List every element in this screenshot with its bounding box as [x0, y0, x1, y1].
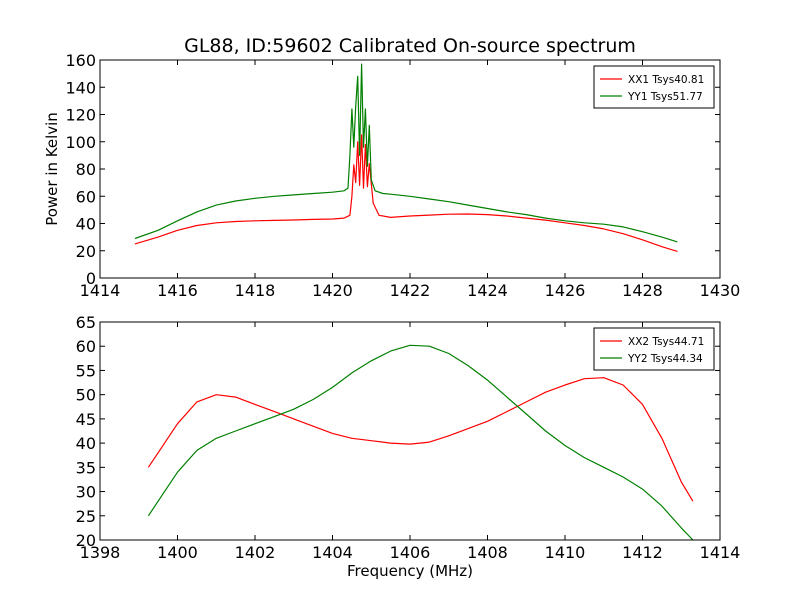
x-tick-label: 1426: [545, 281, 586, 300]
x-tick-label: 1430: [700, 281, 741, 300]
y-tick-label: 25: [76, 507, 96, 526]
top-spectrum-plot: GL88, ID:59602 Calibrated On-source spec…: [43, 35, 740, 300]
x-tick-label: 1424: [467, 281, 508, 300]
x-tick-label: 1414: [80, 281, 121, 300]
x-tick-label: 1402: [235, 543, 276, 562]
x-axis-label: Frequency (MHz): [347, 562, 473, 580]
y-axis-label: Power in Kelvin: [43, 112, 61, 226]
x-tick-label: 1422: [390, 281, 431, 300]
axis-ticks: 1414 1416 1418 1420 1422 1424 1426 1428 1430 0 20 4…: [65, 51, 740, 300]
legend-label: YY1 Tsys51.77: [627, 91, 703, 103]
chart-title: GL88, ID:59602 Calibrated On-source spec…: [184, 35, 636, 57]
x-tick-label: 1406: [390, 543, 431, 562]
series-lines: [147, 344, 694, 541]
x-tick-label: 1404: [312, 543, 353, 562]
y-tick-label: 160: [65, 51, 96, 70]
series-line-2: [147, 344, 694, 541]
legend-label: XX2 Tsys44.71: [628, 336, 704, 348]
y-tick-label: 20: [76, 242, 96, 261]
y-tick-label: 35: [76, 458, 96, 477]
y-tick-label: 65: [76, 313, 96, 332]
x-tick-label: 1400: [157, 543, 198, 562]
axis-ticks: 1398 1400 1402 1404 1406 1408 1410 1412 1414 20 25…: [76, 313, 741, 562]
y-tick-label: 45: [76, 410, 96, 429]
x-tick-label: 1408: [467, 543, 508, 562]
y-tick-label: 0: [86, 269, 96, 288]
y-tick-label: 100: [65, 133, 96, 152]
legend: XX1 Tsys40.81 YY1 Tsys51.77: [593, 65, 715, 109]
y-tick-label: 120: [65, 106, 96, 125]
y-tick-label: 30: [76, 483, 96, 502]
legend-label: YY2 Tsys44.34: [627, 353, 703, 365]
legend-label: XX1 Tsys40.81: [628, 74, 704, 86]
series-line-1: [134, 134, 678, 252]
x-tick-label: 1398: [80, 543, 121, 562]
legend: XX2 Tsys44.71 YY2 Tsys44.34: [593, 327, 715, 371]
x-tick-label: 1412: [622, 543, 663, 562]
series-line-1: [147, 377, 694, 502]
x-tick-label: 1420: [312, 281, 353, 300]
y-tick-label: 40: [76, 215, 96, 234]
y-tick-label: 55: [76, 361, 96, 380]
x-tick-label: 1410: [545, 543, 586, 562]
y-tick-label: 140: [65, 78, 96, 97]
y-tick-label: 50: [76, 386, 96, 405]
x-tick-label: 1418: [235, 281, 276, 300]
x-tick-label: 1416: [157, 281, 198, 300]
x-tick-label: 1414: [700, 543, 741, 562]
y-tick-label: 60: [76, 337, 96, 356]
x-tick-label: 1428: [622, 281, 663, 300]
y-tick-label: 80: [76, 160, 96, 179]
plot-frame: [99, 59, 721, 279]
y-tick-label: 60: [76, 187, 96, 206]
legend-box: [593, 65, 715, 109]
legend-box: [593, 327, 715, 371]
y-tick-label: 20: [76, 531, 96, 550]
bottom-spectrum-plot: Frequency (MHz) 1398 1400 1402 1404 1406 1408…: [76, 313, 741, 580]
plot-frame: [99, 321, 721, 541]
y-tick-label: 40: [76, 434, 96, 453]
series-line-2: [134, 63, 678, 243]
series-lines: [134, 63, 678, 252]
